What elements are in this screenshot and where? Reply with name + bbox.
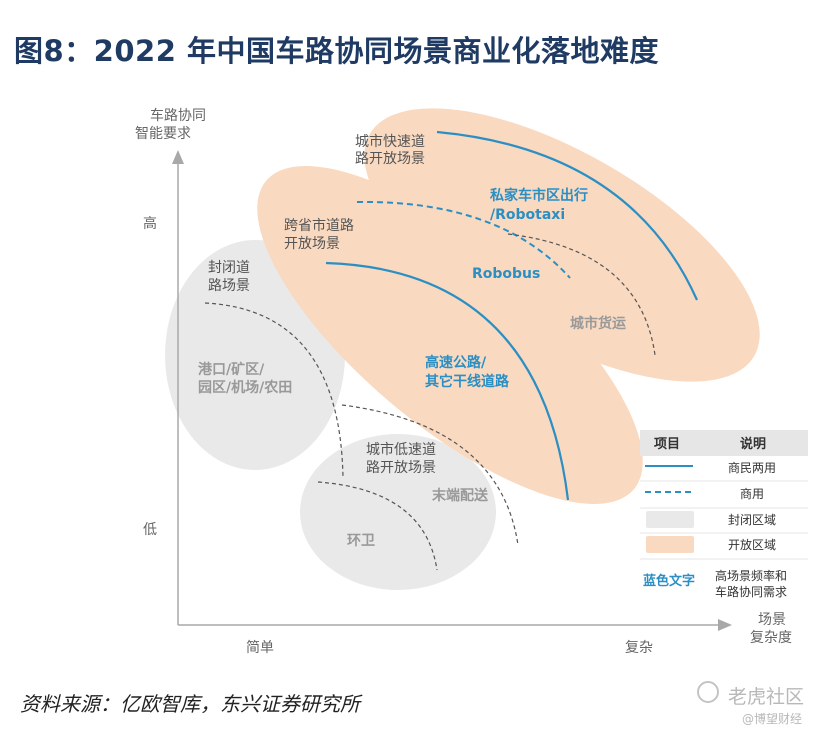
low-speed-region-ellipse xyxy=(300,434,496,590)
urban-freight-label: 城市货运 xyxy=(570,315,626,332)
x-axis-high-label: 复杂 xyxy=(625,639,653,656)
robotaxi-label-2: /Robotaxi xyxy=(490,207,565,223)
watermark-sub: @博望财经 xyxy=(742,712,803,726)
legend-closed-swatch xyxy=(646,511,694,528)
urban-expressway-label-1: 城市快速道 xyxy=(355,133,425,150)
closed-road-label-2: 路场景 xyxy=(208,278,250,294)
legend-row-commercial: 商用 xyxy=(740,486,764,501)
legend: 项目 说明 商民两用 商用 封闭区域 开放区域 蓝色文字 高场景频率和 车路协同… xyxy=(640,430,808,599)
x-axis-arrow xyxy=(718,619,732,631)
last-mile-curve xyxy=(341,404,519,546)
legend-header-desc: 说明 xyxy=(740,436,766,452)
low-speed-label-2: 路开放场景 xyxy=(366,460,436,476)
closed-road-label-1: 封闭道 xyxy=(208,260,250,276)
highway-label-2: 其它干线道路 xyxy=(425,373,510,390)
sanitation-label: 环卫 xyxy=(347,533,375,549)
x-axis-title-line1: 场景 xyxy=(758,612,786,628)
y-axis-arrow xyxy=(172,150,184,164)
y-axis-title-line2: 智能要求 xyxy=(135,126,191,142)
intercity-region-ellipse xyxy=(257,166,643,504)
watermark-brand: 老虎社区 xyxy=(728,686,805,708)
highway-label-1: 高速公路/ xyxy=(425,354,487,371)
robobus-label: Robobus xyxy=(472,266,540,282)
closed-places-label-2: 园区/机场/农田 xyxy=(198,379,292,396)
legend-row-closed: 封闭区域 xyxy=(728,513,776,527)
legend-row-open: 开放区域 xyxy=(728,537,776,552)
closed-places-label-1: 港口/矿区/ xyxy=(198,361,265,378)
intercity-label-2: 开放场景 xyxy=(284,236,340,252)
y-axis-low-label: 低 xyxy=(143,522,157,538)
sanitation-curve xyxy=(317,481,438,571)
urban-freight-curve xyxy=(507,233,656,356)
last-mile-label: 末端配送 xyxy=(432,487,489,504)
page-title: 图8：2022 年中国车路协同场景商业化落地难度 xyxy=(14,34,659,68)
legend-row-dual-use: 商民两用 xyxy=(728,460,776,475)
legend-blue-text-desc-2: 车路协同需求 xyxy=(715,584,787,599)
urban-expressway-label-2: 路开放场景 xyxy=(355,151,425,167)
y-axis-high-label: 高 xyxy=(143,215,157,232)
robotaxi-curve xyxy=(436,130,699,301)
scenario-diagram: 车路协同 智能要求 高 低 简单 复杂 场景 复杂度 城市快速道 路开放场景 跨… xyxy=(135,107,808,656)
legend-header-bg xyxy=(640,430,808,456)
legend-open-swatch xyxy=(646,536,694,553)
legend-blue-text-desc-1: 高场景频率和 xyxy=(715,568,787,583)
x-axis-title-line2: 复杂度 xyxy=(750,629,792,646)
legend-blue-text-label: 蓝色文字 xyxy=(643,573,695,589)
y-axis-title-line1: 车路协同 xyxy=(150,107,206,124)
robobus-curve xyxy=(356,200,571,279)
closed-places-curve xyxy=(204,302,344,479)
source-note: 资料来源：亿欧智库，东兴证券研究所 xyxy=(20,692,360,716)
low-speed-label-1: 城市低速道 xyxy=(366,441,436,458)
robotaxi-label-1: 私家车市区出行 xyxy=(490,187,588,204)
watermark-logo-icon xyxy=(697,681,719,703)
urban-expressway-region-ellipse xyxy=(364,108,760,382)
highway-curve xyxy=(325,261,570,501)
x-axis-low-label: 简单 xyxy=(246,639,274,656)
legend-header-item: 项目 xyxy=(654,437,680,452)
intercity-label-1: 跨省市道路 xyxy=(284,217,354,234)
